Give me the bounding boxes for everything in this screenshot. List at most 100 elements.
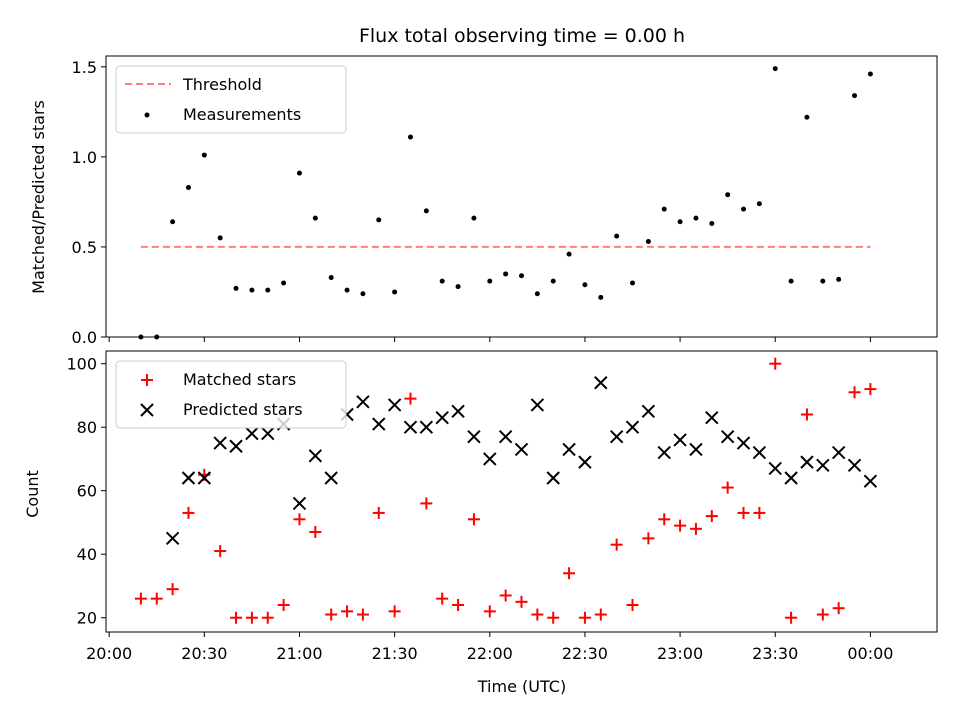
top-y-tick-label: 0.0 [72,328,97,347]
matched-star-point [594,608,607,621]
measurement-point [804,114,810,120]
measurement-point [392,289,398,295]
matched-star-point [610,538,623,551]
measurement-point [423,208,429,214]
measurement-point [645,239,651,245]
predicted-star-point [514,442,529,457]
predicted-star-point [467,430,481,444]
measurement-point [503,271,509,277]
matched-star-point [800,408,813,421]
predicted-star-point [197,471,212,485]
top-axes-frame [105,55,938,338]
measurement-point [201,152,207,158]
predicted-star-point [562,442,576,457]
measurement-point [756,201,762,207]
measurements-legend-swatch [144,112,150,118]
matched-star-point [753,506,766,519]
predicted-star-point [831,445,846,460]
matched-star-point [578,611,591,624]
matched-star-point [277,599,290,612]
measurement-point [630,280,636,286]
matched-star-point [515,595,528,608]
measurement-point [233,285,239,291]
bottom-legend: Matched stars Predicted stars [115,360,347,429]
predicted-star-point [752,445,767,460]
matched-star-point [182,506,195,519]
measurement-point [566,251,572,257]
measurement-point [185,184,191,190]
measurement-point [582,282,588,288]
bottom-x-tick-label: 21:00 [276,644,322,663]
bottom-y-tick-label: 20 [77,609,97,628]
matched-star-point [420,497,433,510]
matched-star-point [293,513,306,526]
measurement-point [693,215,699,221]
matched-star-point [499,589,512,602]
predicted-star-point [419,420,434,434]
predicted-star-point [609,430,624,444]
bottom-y-tick-label: 40 [77,545,97,564]
predicted-star-point [720,430,735,444]
bottom-plot-area [134,357,878,624]
threshold-legend-label: Threshold [182,75,262,94]
measurement-point [487,278,493,284]
matched-star-point [404,392,417,405]
measurement-point [455,284,461,290]
measurement-point [407,134,413,140]
predicted-stars-legend-label: Predicted stars [183,400,303,419]
predicted-star-point [324,471,338,485]
bottom-legend-box [115,360,347,429]
matched-star-point [325,608,338,621]
matched-star-point [832,602,845,615]
top-x-ticks [108,337,871,342]
predicted-star-point [245,426,259,441]
matched-star-point [848,386,861,399]
top-y-tick-label: 1.0 [72,148,97,167]
measurement-point [471,215,477,221]
measurement-point [820,278,826,284]
measurement-point [344,287,350,293]
matched-stars-legend-label: Matched stars [183,370,296,389]
predicted-star-point [498,430,513,444]
matched-star-point [705,510,718,523]
matched-star-point [785,611,798,624]
predicted-star-point [451,404,465,419]
matched-star-point [356,608,369,621]
matched-star-point [483,605,496,618]
measurement-point [741,206,747,212]
measurement-point [852,93,858,99]
matched-star-point [388,605,401,618]
matched-star-point [626,599,639,612]
bottom-x-ticks: 20:00 20:30 21:00 21:30 22:00 22:30 23:00 23:30… [86,632,893,663]
top-panel: Flux total observing time = 0.00 h 0.00.… [29,25,938,347]
matched-stars-legend-swatch [141,374,153,386]
measurement-point [867,71,873,77]
matched-star-point [214,545,227,558]
predicted-star-point [705,410,719,425]
bottom-x-tick-label: 22:00 [467,644,513,663]
measurement-point [170,219,176,225]
predicted-star-point [530,398,545,412]
predicted-star-point [403,420,418,434]
matched-star-point [245,611,258,624]
predicted-star-point [578,455,592,469]
bottom-y-ticks: 20 40 60 80 100 [66,355,106,628]
bottom-x-tick-label: 20:30 [181,644,227,663]
predicted-star-point [800,455,814,469]
top-plot-area [138,66,873,340]
matched-star-point [769,357,782,370]
bottom-y-tick-label: 100 [66,355,97,374]
bottom-y-tick-label: 60 [77,482,97,501]
top-y-axis-label: Matched/Predicted stars [29,100,48,294]
matched-star-point [642,532,655,545]
matched-star-point [452,599,465,612]
matched-star-point [816,608,829,621]
predicted-star-point [292,496,307,511]
measurement-point [296,170,302,176]
top-y-tick-label: 0.5 [72,238,97,257]
bottom-x-tick-label: 22:30 [562,644,608,663]
matched-star-point [150,592,163,605]
measurement-point [534,291,540,297]
bottom-y-axis-label: Count [23,470,42,518]
matched-star-point [531,608,544,621]
